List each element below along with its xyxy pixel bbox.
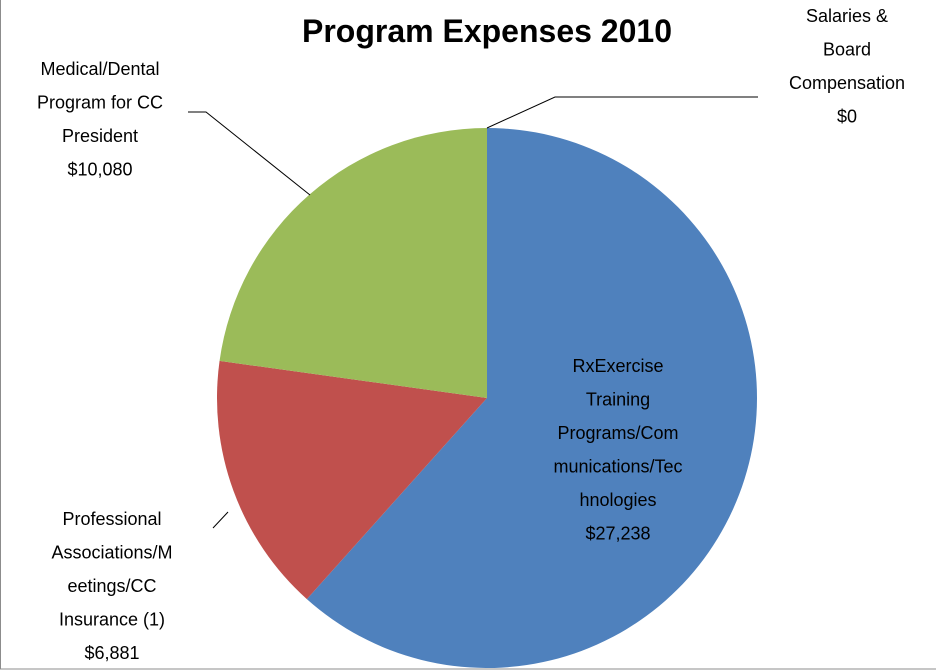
leader-line xyxy=(486,96,758,129)
slice-value-label: $0 xyxy=(837,107,857,127)
leader-line xyxy=(188,111,311,196)
pie-slice xyxy=(219,128,488,398)
leader-line xyxy=(212,511,229,529)
slice-value-label: $27,238 xyxy=(585,524,650,544)
slice-value-label: $6,881 xyxy=(84,643,139,663)
slice-label: Professional Associations/M eetings/CC Insu… xyxy=(51,509,172,630)
slice-value-label: $10,080 xyxy=(67,160,132,180)
slice-label: RxExercise Training Programs/Com munication… xyxy=(553,356,682,510)
slice-label: Salaries & Board Compensation xyxy=(789,6,905,93)
pie-slice xyxy=(217,360,487,600)
pie-slice xyxy=(306,128,757,669)
slice-label: Medical/Dental Program for CC President xyxy=(37,59,163,146)
chart-title: Program Expenses 2010 xyxy=(302,13,672,49)
